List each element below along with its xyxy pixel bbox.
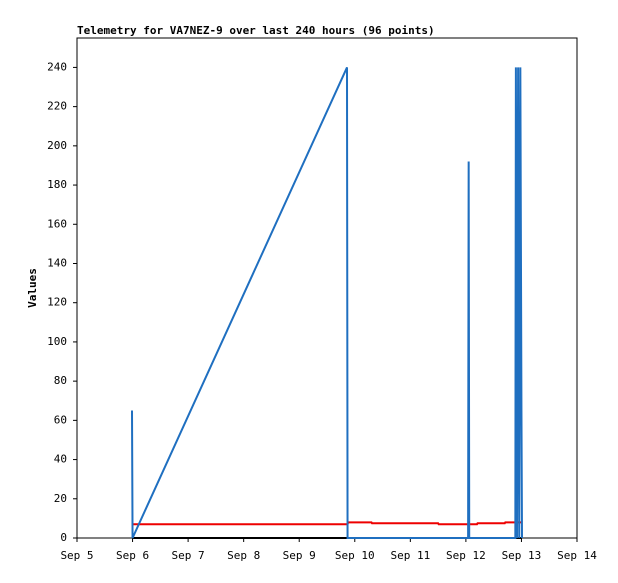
x-tick-label: Sep 9 <box>283 549 316 562</box>
x-tick-label: Sep 12 <box>446 549 486 562</box>
x-tick-label: Sep 5 <box>60 549 93 562</box>
y-tick-label: 240 <box>47 60 67 73</box>
y-tick-label: 100 <box>47 335 67 348</box>
y-tick-label: 80 <box>54 374 67 387</box>
y-tick-label: 180 <box>47 178 67 191</box>
x-tick-label: Sep 13 <box>502 549 542 562</box>
x-tick-label: Sep 8 <box>227 549 260 562</box>
y-tick-label: 160 <box>47 217 67 230</box>
y-tick-label: 200 <box>47 139 67 152</box>
x-tick-label: Sep 14 <box>557 549 597 562</box>
y-tick-label: 0 <box>60 531 67 544</box>
x-tick-label: Sep 6 <box>116 549 149 562</box>
data-line <box>131 66 523 539</box>
y-tick-label: 60 <box>54 413 67 426</box>
chart-title: Telemetry for VA7NEZ-9 over last 240 hou… <box>77 24 435 37</box>
y-tick-label: 20 <box>54 492 67 505</box>
x-tick-label: Sep 7 <box>172 549 205 562</box>
x-tick-label: Sep 10 <box>335 549 375 562</box>
data-line <box>132 521 522 526</box>
y-tick-label: 120 <box>47 296 67 309</box>
x-tick-label: Sep 11 <box>390 549 430 562</box>
y-tick-label: 40 <box>54 453 67 466</box>
y-tick-label: 220 <box>47 100 67 113</box>
y-axis-label: Values <box>26 268 39 308</box>
y-tick-label: 140 <box>47 256 67 269</box>
